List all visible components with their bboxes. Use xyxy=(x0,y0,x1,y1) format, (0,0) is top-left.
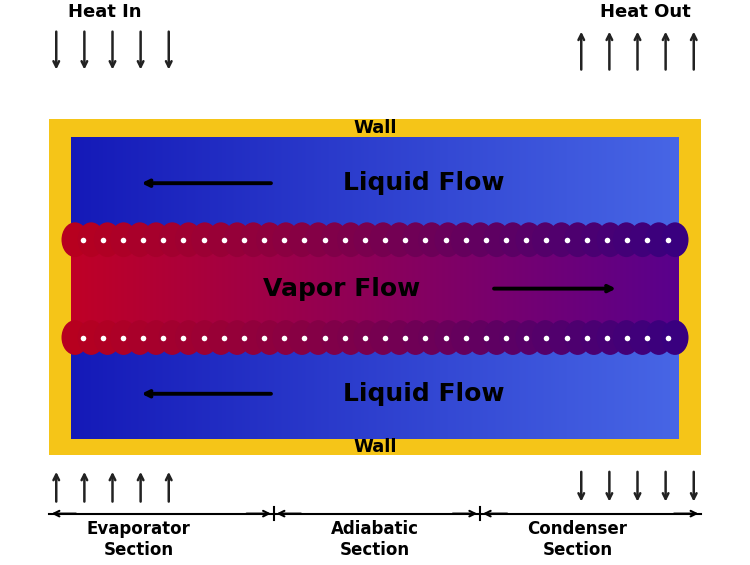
Ellipse shape xyxy=(370,320,397,355)
Ellipse shape xyxy=(272,320,299,355)
Ellipse shape xyxy=(159,320,186,355)
Ellipse shape xyxy=(483,320,510,355)
Ellipse shape xyxy=(256,320,283,355)
Ellipse shape xyxy=(126,222,153,257)
Ellipse shape xyxy=(645,222,672,257)
Ellipse shape xyxy=(451,320,478,355)
Ellipse shape xyxy=(645,320,672,355)
Ellipse shape xyxy=(353,222,380,257)
Text: Vapor Flow: Vapor Flow xyxy=(262,277,420,301)
Ellipse shape xyxy=(548,320,575,355)
Ellipse shape xyxy=(272,222,299,257)
Ellipse shape xyxy=(94,222,121,257)
Text: Condenser
Section: Condenser Section xyxy=(527,520,628,559)
Ellipse shape xyxy=(208,222,235,257)
Ellipse shape xyxy=(597,320,624,355)
Ellipse shape xyxy=(419,222,446,257)
Ellipse shape xyxy=(434,320,461,355)
Ellipse shape xyxy=(175,222,202,257)
Ellipse shape xyxy=(580,320,608,355)
Ellipse shape xyxy=(78,320,105,355)
Ellipse shape xyxy=(419,320,446,355)
Ellipse shape xyxy=(191,222,218,257)
Ellipse shape xyxy=(78,222,105,257)
Ellipse shape xyxy=(370,222,397,257)
Ellipse shape xyxy=(126,320,153,355)
Ellipse shape xyxy=(564,222,591,257)
Ellipse shape xyxy=(353,320,380,355)
Ellipse shape xyxy=(662,222,688,257)
Ellipse shape xyxy=(500,222,526,257)
Ellipse shape xyxy=(515,320,542,355)
Ellipse shape xyxy=(321,222,348,257)
Ellipse shape xyxy=(208,320,235,355)
Ellipse shape xyxy=(240,320,267,355)
Ellipse shape xyxy=(386,320,412,355)
Ellipse shape xyxy=(110,222,137,257)
Ellipse shape xyxy=(483,222,510,257)
Ellipse shape xyxy=(304,320,332,355)
Ellipse shape xyxy=(597,222,624,257)
Ellipse shape xyxy=(304,222,332,257)
Ellipse shape xyxy=(191,320,218,355)
Ellipse shape xyxy=(434,222,461,257)
Ellipse shape xyxy=(224,222,251,257)
Text: Evaporator
Section: Evaporator Section xyxy=(87,520,190,559)
Ellipse shape xyxy=(224,320,251,355)
Ellipse shape xyxy=(338,222,364,257)
Ellipse shape xyxy=(613,320,640,355)
Ellipse shape xyxy=(175,320,202,355)
Ellipse shape xyxy=(629,222,656,257)
Ellipse shape xyxy=(386,222,412,257)
Ellipse shape xyxy=(94,320,121,355)
Text: Adiabatic
Section: Adiabatic Section xyxy=(331,520,419,559)
Ellipse shape xyxy=(467,320,494,355)
Ellipse shape xyxy=(580,222,608,257)
Ellipse shape xyxy=(613,222,640,257)
Ellipse shape xyxy=(515,222,542,257)
Ellipse shape xyxy=(467,222,494,257)
Ellipse shape xyxy=(500,320,526,355)
Ellipse shape xyxy=(62,320,88,355)
Text: Heat In: Heat In xyxy=(68,3,142,21)
Ellipse shape xyxy=(321,320,348,355)
Ellipse shape xyxy=(338,320,364,355)
Ellipse shape xyxy=(110,320,137,355)
Ellipse shape xyxy=(142,320,170,355)
Bar xyxy=(49,119,701,455)
Ellipse shape xyxy=(532,320,559,355)
Ellipse shape xyxy=(629,320,656,355)
Ellipse shape xyxy=(564,320,591,355)
Text: Wall: Wall xyxy=(353,438,397,457)
Ellipse shape xyxy=(289,320,316,355)
Text: Liquid Flow: Liquid Flow xyxy=(343,382,505,406)
Ellipse shape xyxy=(402,222,429,257)
Text: Heat Out: Heat Out xyxy=(600,3,690,21)
Ellipse shape xyxy=(289,222,316,257)
Ellipse shape xyxy=(402,320,429,355)
Ellipse shape xyxy=(451,222,478,257)
Ellipse shape xyxy=(240,222,267,257)
Ellipse shape xyxy=(142,222,170,257)
Ellipse shape xyxy=(256,222,283,257)
Text: Liquid Flow: Liquid Flow xyxy=(343,171,505,195)
Text: Wall: Wall xyxy=(353,119,397,137)
Ellipse shape xyxy=(548,222,575,257)
Ellipse shape xyxy=(532,222,559,257)
Ellipse shape xyxy=(62,222,88,257)
Ellipse shape xyxy=(159,222,186,257)
Ellipse shape xyxy=(662,320,688,355)
